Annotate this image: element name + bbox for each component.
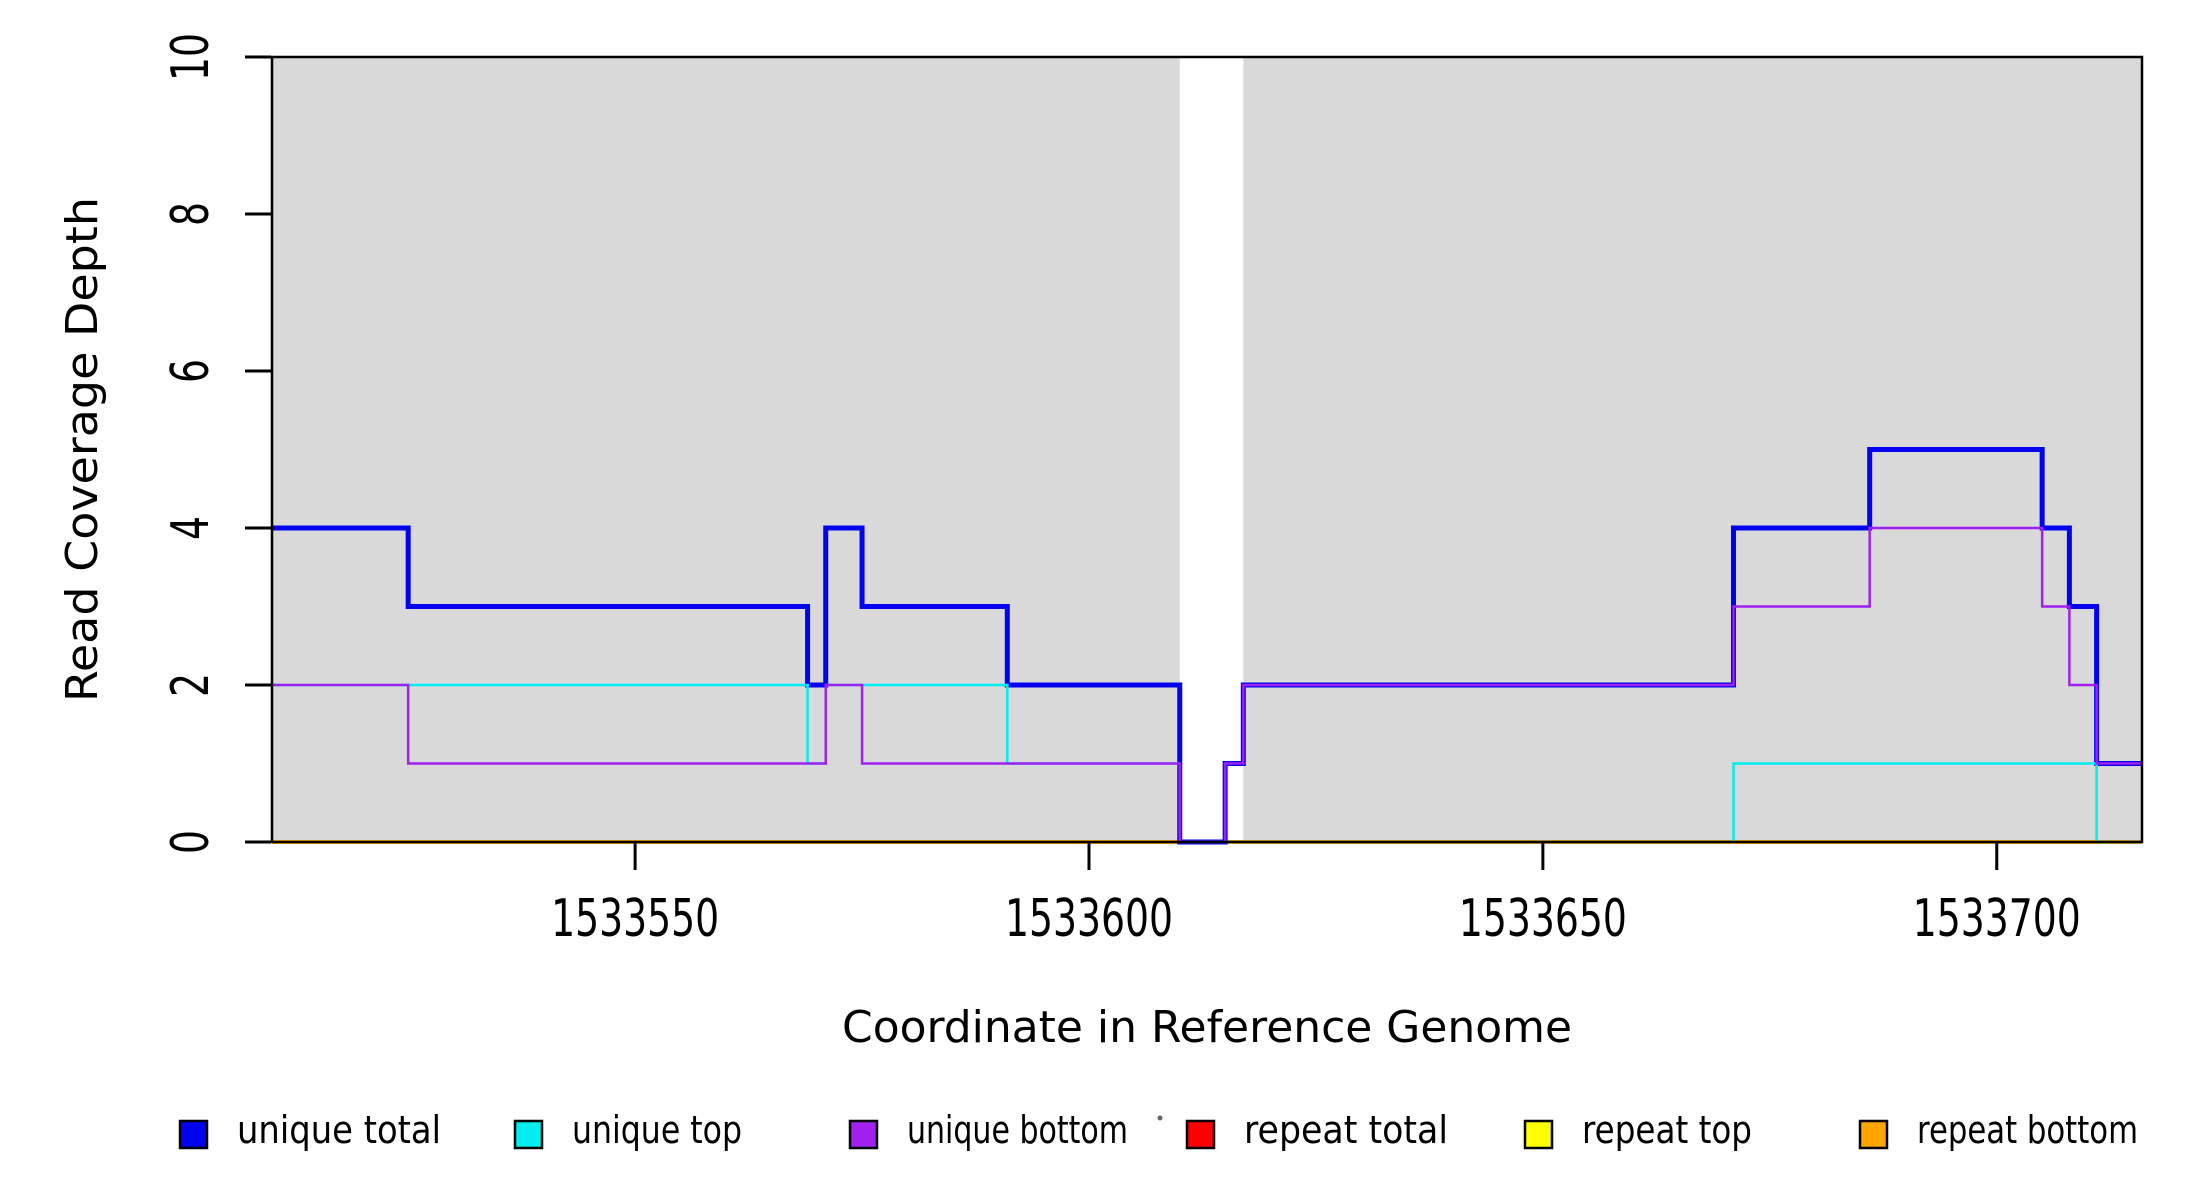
plot-box xyxy=(270,55,2144,844)
x-tick-label: 1533600 xyxy=(1005,889,1173,949)
y-tick-label: 6 xyxy=(161,359,221,383)
legend-label: repeat bottom xyxy=(1917,1108,2138,1152)
series-line-unique-bottom xyxy=(272,526,2142,844)
x-tick-label: 1533650 xyxy=(1459,889,1627,949)
legend-label: unique bottom xyxy=(907,1108,1128,1152)
y-tick-label: 0 xyxy=(161,830,221,854)
stray-dot-artifact xyxy=(1157,1115,1163,1121)
x-axis-title: Coordinate in Reference Genome xyxy=(842,1002,1572,1053)
legend-label: unique total xyxy=(237,1108,441,1152)
y-tick-label: 8 xyxy=(161,202,221,226)
legend-swatch-unique-top xyxy=(513,1119,544,1150)
legend-swatch-repeat-top xyxy=(1523,1119,1554,1150)
x-tick-label: 1533700 xyxy=(1913,889,2081,949)
y-tick-label: 10 xyxy=(161,33,221,81)
legend-item-repeat-total: repeat total xyxy=(1185,1108,1448,1152)
legend-swatch-unique-total xyxy=(178,1119,209,1150)
y-axis-title: Read Coverage Depth xyxy=(57,197,108,702)
legend-label: repeat top xyxy=(1582,1108,1752,1152)
legend-item-unique-bottom: unique bottom xyxy=(848,1108,1128,1152)
y-tick-label: 2 xyxy=(161,673,221,697)
legend-swatch-repeat-bottom xyxy=(1858,1119,1889,1150)
y-tick-label: 4 xyxy=(161,516,221,540)
legend-item-unique-total: unique total xyxy=(178,1108,441,1152)
x-tick-label: 1533550 xyxy=(551,889,719,949)
aligned-region-shade-1 xyxy=(272,57,1180,842)
legend-item-unique-top: unique top xyxy=(513,1108,742,1152)
legend-item-repeat-bottom: repeat bottom xyxy=(1858,1108,2138,1152)
legend-item-repeat-top: repeat top xyxy=(1523,1108,1752,1152)
legend-label: repeat total xyxy=(1244,1108,1448,1152)
legend-label: unique top xyxy=(572,1108,742,1152)
legend-swatch-unique-bottom xyxy=(848,1119,879,1150)
legend-swatch-repeat-total xyxy=(1185,1119,1216,1150)
